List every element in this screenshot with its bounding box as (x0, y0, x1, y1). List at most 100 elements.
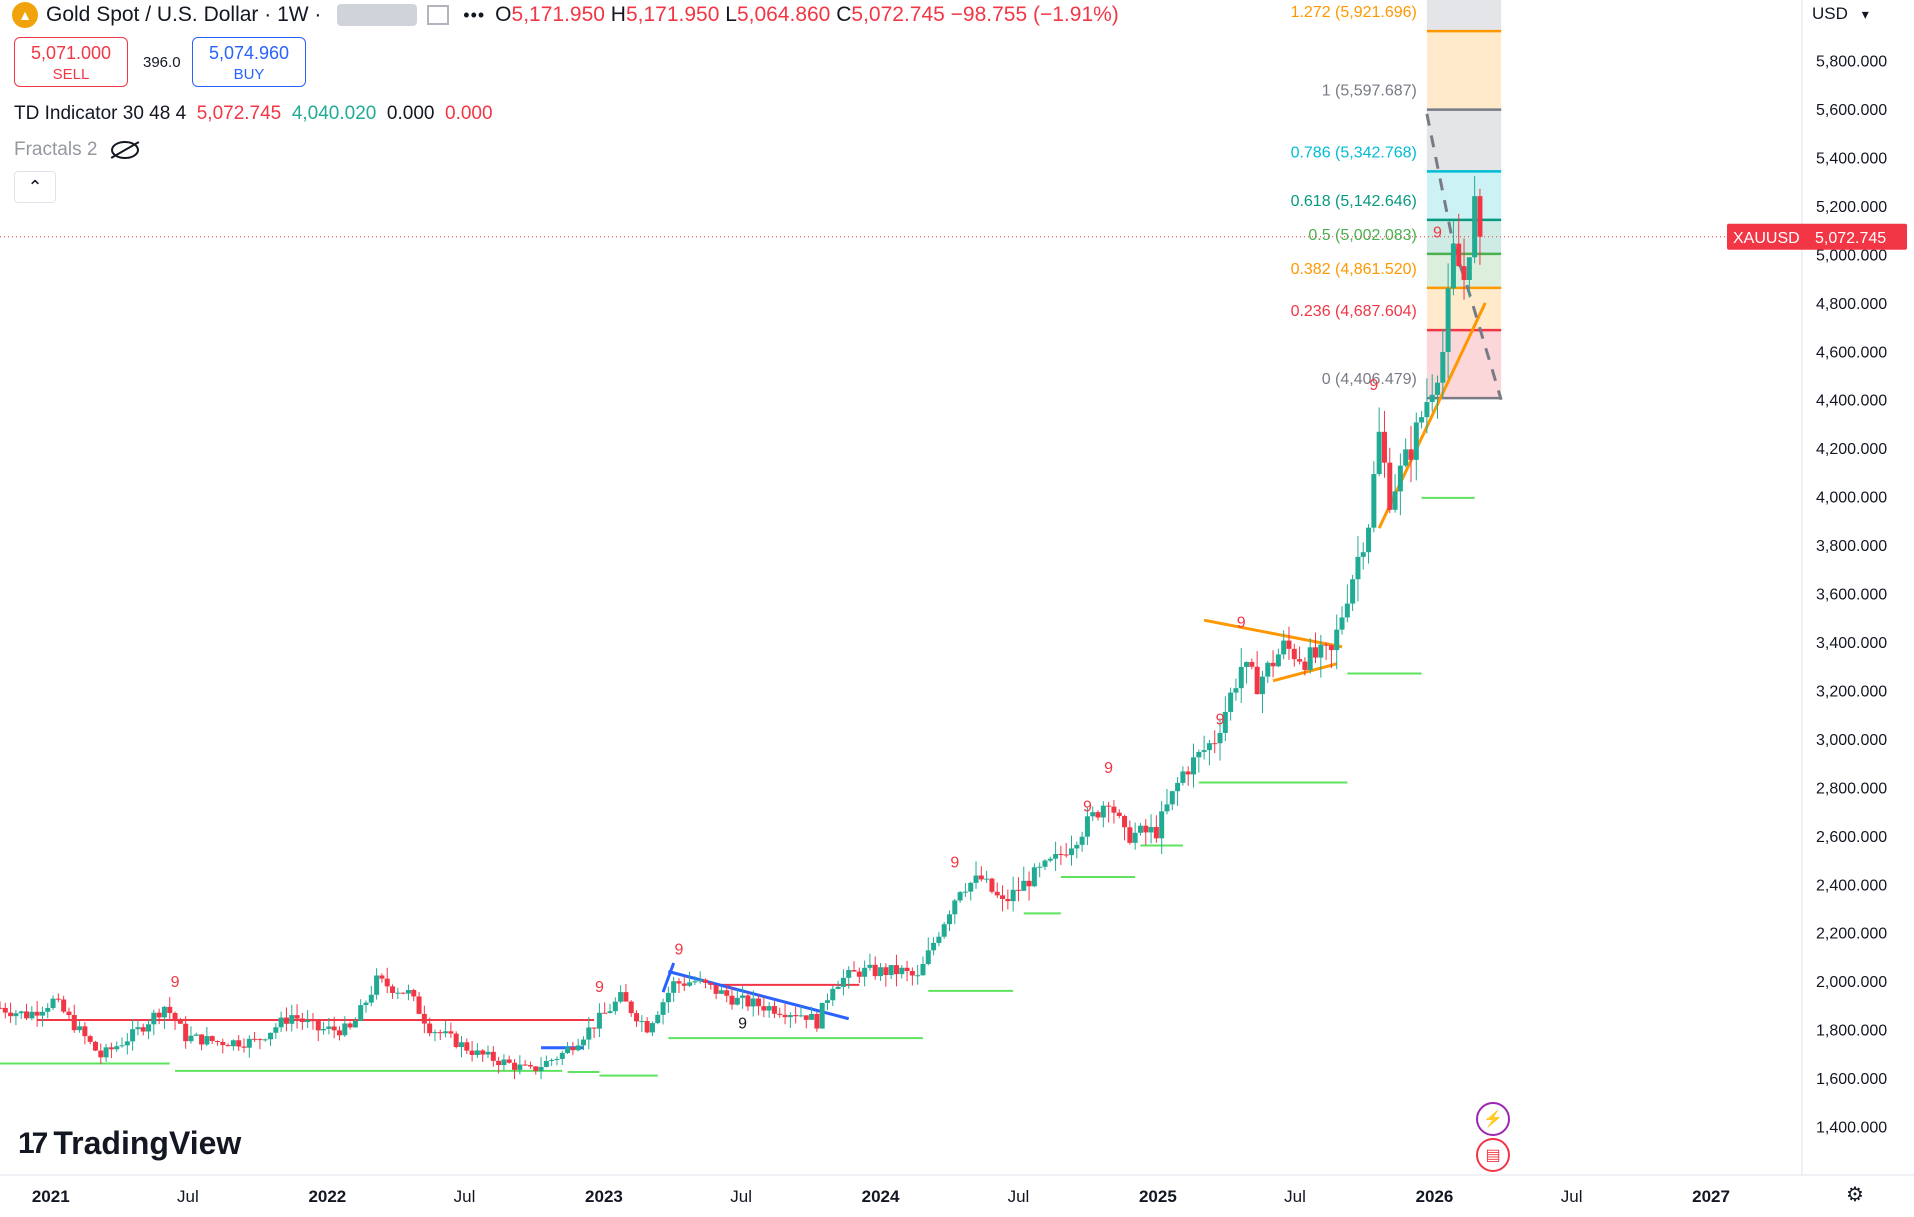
candle-body (575, 1045, 581, 1051)
fib-level-label: 0.786 (5,342.768) (1291, 144, 1417, 161)
candle-body (177, 1020, 183, 1024)
candle-body (718, 990, 724, 994)
candle-body (750, 998, 756, 1007)
currency-select[interactable]: USD (1812, 4, 1869, 24)
candle-body (1355, 556, 1361, 580)
x-tick-label: 2021 (32, 1187, 70, 1206)
candle-body (1456, 243, 1462, 267)
sell-label: SELL (52, 66, 90, 83)
candle-body (618, 992, 624, 1002)
candle-body (108, 1047, 114, 1050)
candle-body (1328, 645, 1334, 651)
y-tick-label: 5,200.000 (1816, 199, 1887, 216)
candle-body (156, 1012, 162, 1018)
x-tick-label: Jul (730, 1187, 752, 1206)
buy-button[interactable]: 5,074.960 BUY (192, 37, 306, 87)
candle-body (1440, 351, 1446, 383)
candle-body (411, 990, 417, 997)
candle-body (1047, 858, 1053, 861)
candle-body (1233, 688, 1239, 693)
sell-button[interactable]: 5,071.000 SELL (14, 37, 128, 87)
candle-body (522, 1064, 528, 1066)
us-flag-icon[interactable]: ▤ (1476, 1138, 1510, 1172)
candle-body (294, 1015, 300, 1019)
candle-body (8, 1012, 14, 1017)
candle-body (315, 1020, 321, 1031)
candle-body (183, 1023, 189, 1042)
symbol-legend[interactable]: ▲ Gold Spot / U.S. Dollar · 1W · ••• O5,… (0, 0, 1119, 30)
interval[interactable]: 1W (277, 3, 309, 26)
candle-body (1159, 811, 1165, 839)
candle-body (448, 1031, 454, 1034)
candle-body (1461, 266, 1467, 280)
series-name-label: XAUUSD (1733, 230, 1800, 247)
eye-off-icon[interactable] (111, 141, 140, 159)
candle-body (55, 998, 61, 1000)
candle-body (1127, 827, 1133, 843)
y-tick-label: 4,400.000 (1816, 393, 1887, 410)
candle-body (151, 1012, 157, 1025)
candle-body (1185, 771, 1191, 775)
candle-body (1137, 825, 1143, 833)
candle-body (1122, 815, 1128, 828)
fractals-legend[interactable]: Fractals 2 (14, 139, 140, 161)
candle-body (591, 1027, 597, 1029)
tradingview-logo[interactable]: 17 TradingView (18, 1125, 242, 1161)
candle-body (82, 1026, 88, 1037)
candle-body (2, 1007, 8, 1013)
candle-body (1026, 880, 1032, 887)
symbol-name[interactable]: Gold Spot / U.S. Dollar (46, 3, 259, 26)
x-tick-label: 2023 (585, 1187, 623, 1206)
candle-body (1371, 474, 1377, 528)
candle-body (225, 1045, 231, 1047)
candle-body (432, 1032, 438, 1034)
candle-body (384, 978, 390, 987)
settings-icon[interactable]: ⚙ (1846, 1184, 1864, 1206)
x-tick-label: 2022 (308, 1187, 346, 1206)
candle-body (485, 1051, 491, 1055)
last-price-label: 5,072.745 (1815, 230, 1886, 247)
candle-body (1270, 662, 1276, 667)
candle-body (289, 1015, 295, 1024)
candle-body (549, 1059, 555, 1062)
x-tick-label: 2024 (862, 1187, 900, 1206)
candle-body (1403, 449, 1409, 466)
candle-body (602, 1012, 608, 1014)
candle-body (321, 1028, 327, 1031)
candle-body (1005, 898, 1011, 902)
more-icon[interactable]: ••• (463, 4, 486, 25)
candle-body (395, 992, 401, 994)
candle-body (946, 914, 952, 925)
drawing-lines[interactable] (0, 113, 1802, 1077)
candle-body (146, 1024, 152, 1032)
gold-symbol-icon: ▲ (12, 2, 38, 28)
chevron-up-icon[interactable]: ⌃ (14, 171, 56, 203)
flag-icon[interactable] (427, 5, 450, 25)
fib-level-label: 0 (4,406.479) (1322, 371, 1417, 388)
candle-body (204, 1036, 210, 1045)
candle-body (1334, 629, 1340, 651)
trend-line (1377, 302, 1487, 529)
candle-body (634, 1013, 640, 1022)
candle-body (1164, 804, 1170, 812)
flash-icon[interactable]: ⚡ (1476, 1102, 1510, 1136)
td-indicator-legend[interactable]: TD Indicator 30 48 4 5,072.745 4,040.020… (14, 103, 493, 124)
candle-body (1169, 791, 1175, 805)
candle-body (230, 1040, 236, 1047)
x-tick-label: Jul (454, 1187, 476, 1206)
candle-body (989, 878, 995, 892)
candle-body (512, 1062, 518, 1070)
candle-body (920, 963, 926, 976)
y-tick-label: 2,200.000 (1816, 926, 1887, 943)
candle-body (957, 892, 963, 901)
td-marks: 9 9 9 9 9 9 9 9 9 9 9 (171, 224, 1442, 1032)
y-tick-label: 1,800.000 (1816, 1023, 1887, 1040)
candle-body (1000, 895, 1006, 899)
candle-body (18, 1011, 24, 1014)
candle-body (936, 936, 942, 943)
candle-body (188, 1035, 194, 1042)
candle-body (1238, 666, 1244, 689)
candle-body (1350, 579, 1356, 604)
